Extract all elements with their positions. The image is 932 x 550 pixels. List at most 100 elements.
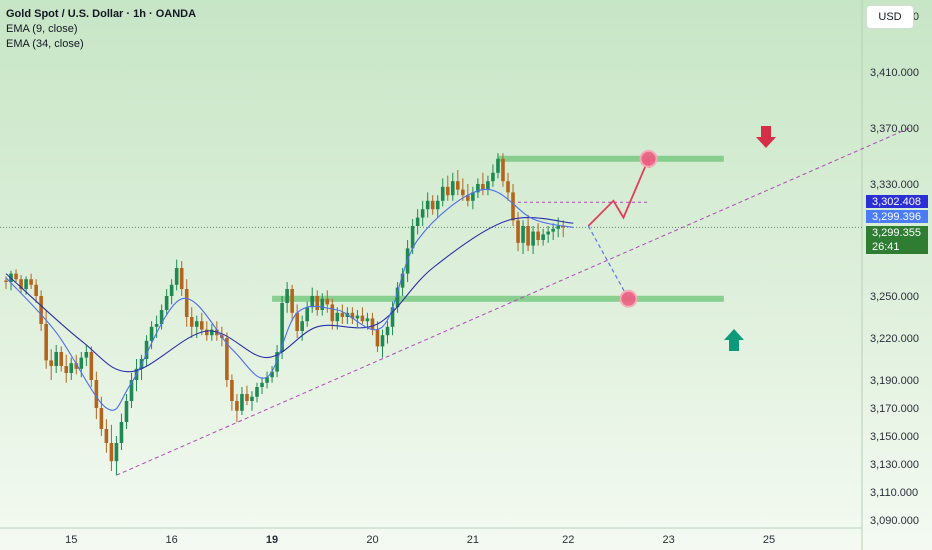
candle-body: [375, 329, 380, 347]
candle-body: [159, 310, 164, 324]
candle: [360, 307, 365, 324]
last-price-price-label: 3,299.355 26:41: [866, 226, 928, 254]
candle: [210, 324, 214, 341]
candle-body: [415, 217, 420, 226]
candle-body: [270, 371, 274, 378]
candle: [240, 387, 244, 415]
candle-body: [39, 296, 43, 324]
y-tick-label: 3,330.000: [870, 179, 919, 191]
target-top-marker: [639, 149, 658, 168]
candle-body: [235, 401, 239, 411]
candle: [541, 228, 545, 246]
y-tick-label: 3,110.000: [870, 487, 918, 499]
candle-body: [34, 284, 38, 296]
candle-body: [230, 380, 234, 401]
candle: [521, 220, 525, 254]
candle-body: [189, 317, 194, 327]
candle-body: [59, 352, 64, 366]
x-tick-label: 25: [763, 534, 775, 546]
candle-body: [430, 200, 435, 210]
candle-body: [491, 172, 495, 182]
candle-body: [395, 287, 400, 308]
y-tick-label: 3,410.000: [870, 67, 919, 79]
candle-body: [410, 226, 415, 249]
candle-body: [335, 312, 340, 322]
candle-body: [64, 366, 69, 373]
candle: [546, 226, 550, 243]
candle-body: [370, 318, 375, 330]
candle-body: [109, 443, 114, 462]
ema-9-label-text: 3,299.396: [872, 211, 921, 223]
candle-body: [561, 226, 566, 228]
candle: [124, 394, 129, 429]
symbol-title: Gold Spot / U.S. Dollar · 1h · OANDA: [6, 8, 197, 20]
candle-body: [84, 352, 89, 358]
candle-body: [164, 296, 169, 310]
candle: [320, 293, 325, 316]
candle-body: [295, 312, 299, 331]
ema-34-label-box: [866, 195, 928, 208]
candle: [34, 279, 38, 303]
candle: [551, 223, 555, 240]
ema-9-label-box: [866, 210, 928, 223]
candle-body: [4, 280, 8, 282]
candle-body: [310, 296, 315, 308]
candle: [300, 315, 304, 341]
candle-body: [149, 326, 154, 341]
candle: [526, 214, 530, 252]
candle-body: [546, 231, 550, 235]
currency-button[interactable]: USD: [866, 5, 914, 29]
y-tick-label: 3,370.000: [870, 123, 919, 135]
candle-body: [506, 181, 510, 193]
candle-body: [400, 273, 405, 288]
target-bottom-marker: [619, 289, 638, 308]
candle-body: [390, 307, 395, 327]
candle-body: [385, 326, 390, 336]
candle-body: [420, 209, 425, 218]
candle-body: [551, 228, 555, 232]
candle-body: [541, 234, 545, 240]
candle-body: [14, 273, 18, 280]
candle: [461, 178, 465, 201]
candle-body: [265, 377, 269, 383]
ema-34-price-label: 3,302.408: [866, 195, 928, 208]
candle-body: [466, 195, 470, 201]
candle-body: [210, 329, 214, 336]
candle-body: [194, 321, 199, 327]
candle-body: [74, 363, 79, 369]
candle-body: [450, 181, 455, 196]
ema-9-price-label: 3,299.396: [866, 210, 928, 223]
candle: [270, 366, 274, 383]
candle-body: [360, 315, 365, 322]
up-arrow-icon: [724, 329, 744, 351]
candle: [370, 312, 375, 336]
candle: [169, 279, 174, 305]
candle-body: [536, 231, 540, 240]
candle: [290, 284, 294, 322]
candle: [189, 307, 194, 338]
candle: [245, 385, 249, 406]
candle: [119, 413, 124, 450]
candle: [486, 175, 490, 196]
candle-body: [425, 200, 430, 210]
last-price-label-box: [866, 226, 928, 254]
candle: [179, 261, 184, 296]
candle: [506, 172, 510, 201]
candle: [491, 164, 495, 187]
candle: [154, 315, 159, 338]
x-tick-label: 22: [562, 534, 574, 546]
candle: [420, 200, 425, 226]
candle: [380, 329, 385, 358]
candle: [561, 220, 566, 238]
candle-body: [330, 304, 335, 322]
resistance-zone: [497, 155, 724, 162]
bullish-path: [587, 158, 650, 227]
candle: [310, 287, 315, 313]
candle: [255, 382, 259, 403]
candle: [496, 153, 500, 179]
candle: [174, 259, 179, 291]
candle-body: [320, 298, 325, 310]
candle-body: [144, 340, 149, 359]
candle-body: [199, 321, 204, 330]
